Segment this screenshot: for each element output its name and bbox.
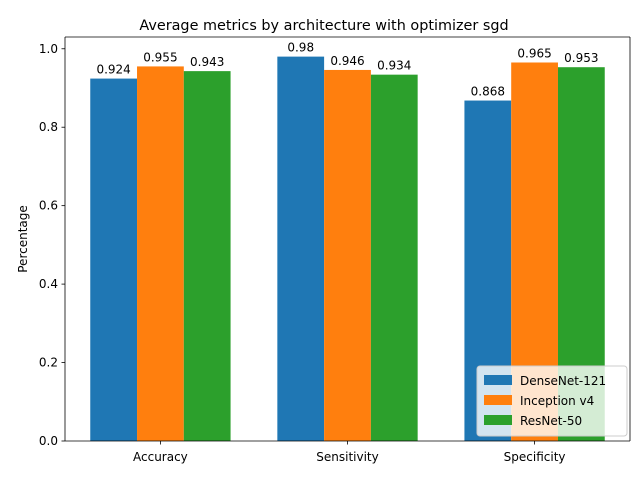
legend-label: DenseNet-121 — [520, 374, 606, 388]
chart-title: Average metrics by architecture with opt… — [139, 18, 508, 34]
bar-value-label: 0.953 — [564, 51, 598, 65]
y-ticks-layer: 0.0 0.2 0.4 0.6 0.8 1.0 — [39, 42, 65, 448]
y-tick-label: 1.0 — [39, 42, 58, 56]
bar-value-label: 0.868 — [471, 85, 505, 99]
y-tick-label: 0.0 — [39, 434, 58, 448]
y-tick-label: 0.8 — [39, 120, 58, 134]
x-tick-label: Sensitivity — [316, 450, 378, 464]
y-axis-label: Percentage — [16, 205, 30, 273]
legend-label: ResNet-50 — [520, 414, 582, 428]
legend-swatch — [484, 415, 512, 425]
legend-swatch — [484, 395, 512, 405]
bar-value-label: 0.955 — [143, 50, 177, 64]
bar-value-label: 0.98 — [287, 41, 314, 55]
bar-densenet-121-accuracy — [90, 78, 138, 442]
y-tick-label: 0.6 — [39, 199, 58, 213]
bar-value-label: 0.924 — [96, 63, 130, 77]
y-tick-label: 0.2 — [39, 356, 58, 370]
bar-value-label: 0.934 — [377, 59, 411, 73]
legend-box — [476, 365, 628, 437]
x-ticks-layer: Accuracy Sensitivity Specificity — [133, 441, 566, 464]
legend-swatch — [484, 375, 512, 385]
bar-labels-layer: 0.924 0.98 0.868 0.955 0.946 0.965 0.943 0.934 0… — [96, 41, 598, 99]
bar-inception-v4-accuracy — [137, 66, 184, 441]
x-tick-label: Accuracy — [133, 450, 188, 464]
bar-densenet-121-sensitivity — [277, 56, 325, 442]
bar-value-label: 0.943 — [190, 55, 224, 69]
bar-value-label: 0.946 — [330, 54, 364, 68]
bar-resnet-50-sensitivity — [370, 74, 418, 442]
legend-label: Inception v4 — [520, 394, 594, 408]
y-tick-label: 0.4 — [39, 277, 58, 291]
x-tick-label: Specificity — [504, 450, 566, 464]
bar-resnet-50-accuracy — [183, 71, 231, 442]
legend: DenseNet-121 Inception v4 ResNet-50 — [476, 365, 628, 437]
bar-inception-v4-sensitivity — [324, 69, 371, 441]
bar-value-label: 0.965 — [517, 46, 551, 60]
